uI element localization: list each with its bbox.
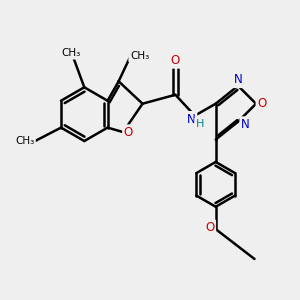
Text: O: O xyxy=(124,126,133,139)
Text: CH₃: CH₃ xyxy=(61,48,80,58)
Text: N: N xyxy=(234,73,242,86)
Text: CH₃: CH₃ xyxy=(15,136,34,146)
Text: N: N xyxy=(187,113,196,126)
Text: O: O xyxy=(171,54,180,67)
Text: N: N xyxy=(241,118,250,131)
Text: O: O xyxy=(205,221,214,234)
Text: H: H xyxy=(196,119,204,129)
Text: O: O xyxy=(257,97,267,110)
Text: CH₃: CH₃ xyxy=(130,51,149,61)
